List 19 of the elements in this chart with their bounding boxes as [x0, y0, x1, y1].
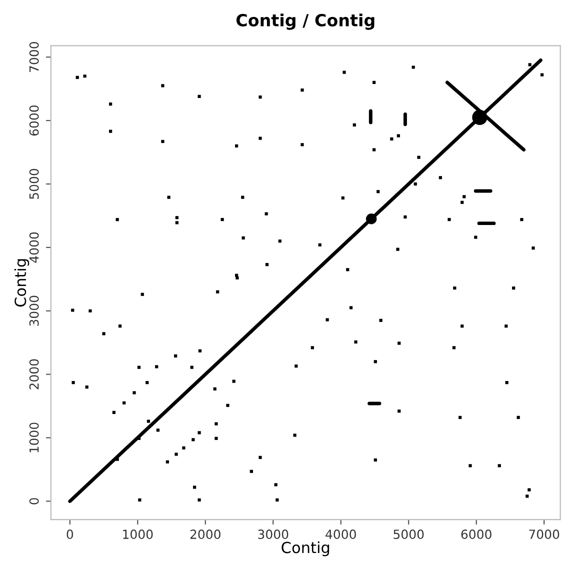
x-tick-label: 1000 — [123, 530, 153, 540]
chart-title: Contig / Contig — [236, 14, 374, 30]
y-axis-title: Contig — [14, 259, 30, 307]
y-tick-label: 2000 — [29, 359, 39, 390]
x-tick-label: 4000 — [326, 530, 356, 540]
x-tick-label: 3000 — [258, 530, 288, 540]
x-axis-title: Contig — [282, 541, 330, 556]
y-tick-label: 0 — [29, 498, 39, 504]
y-tick-label: 7000 — [29, 42, 39, 72]
y-tick-label: 3000 — [29, 296, 39, 326]
y-tick-label: 4000 — [29, 232, 39, 263]
x-tick-label: 5000 — [394, 530, 424, 540]
x-tick-label: 2000 — [190, 530, 220, 540]
y-tick-label: 5000 — [29, 168, 39, 199]
x-tick-label: 0 — [66, 530, 74, 540]
x-tick-label: 7000 — [529, 530, 560, 540]
y-tick-label: 1000 — [29, 422, 39, 452]
y-tick-label: 6000 — [29, 105, 39, 136]
x-tick-label: 6000 — [461, 530, 492, 540]
